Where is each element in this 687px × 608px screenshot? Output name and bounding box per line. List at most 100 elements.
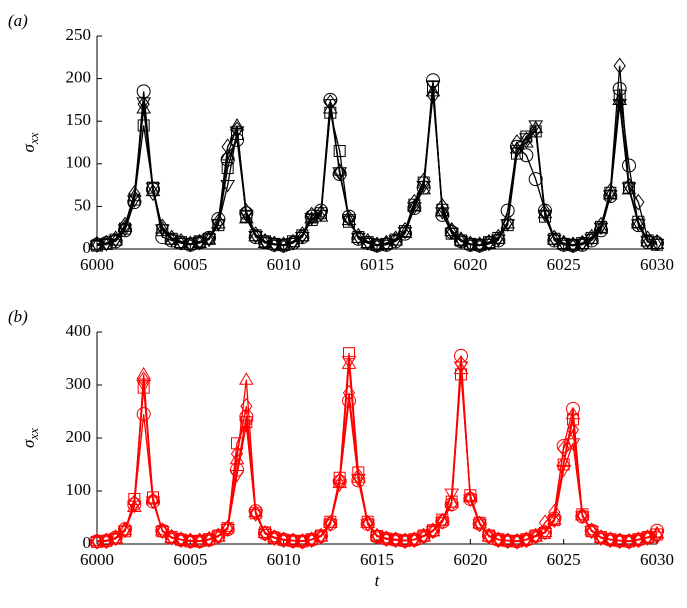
marker: [584, 233, 600, 247]
marker: [128, 185, 141, 202]
marker: [529, 121, 542, 139]
marker: [221, 138, 234, 156]
marker: [388, 235, 404, 248]
marker: [406, 532, 422, 545]
marker: [378, 236, 394, 249]
marker: [444, 227, 460, 241]
panel: 0 100 200 300 400 6000 6005 6010 6015 6020 6025 603…: [8, 307, 674, 590]
marker: [453, 361, 469, 374]
marker: [294, 533, 310, 546]
marker: [537, 205, 553, 219]
marker: [538, 514, 552, 532]
x-tick-label: 6025: [547, 255, 581, 274]
marker: [641, 230, 654, 248]
y-tick-label: 150: [66, 110, 92, 129]
marker: [556, 454, 572, 467]
marker: [519, 148, 534, 163]
marker: [546, 515, 562, 529]
panel-label: (a): [8, 11, 28, 30]
marker: [333, 145, 346, 158]
marker: [192, 533, 208, 547]
marker: [154, 522, 170, 536]
marker: [602, 190, 618, 203]
marker: [649, 236, 665, 249]
marker: [425, 523, 441, 537]
y-axis-label-subscript: xx: [26, 132, 41, 145]
x-tick-label: 6020: [453, 550, 487, 569]
marker: [285, 237, 301, 251]
marker: [574, 507, 590, 521]
marker: [117, 224, 133, 237]
marker: [500, 535, 516, 549]
marker: [248, 228, 264, 242]
marker: [548, 503, 561, 521]
marker: [500, 215, 516, 229]
marker: [313, 531, 329, 545]
marker: [444, 223, 460, 237]
marker: [481, 531, 497, 545]
marker: [266, 237, 282, 250]
marker: [453, 232, 469, 246]
marker: [622, 533, 636, 550]
marker: [604, 182, 617, 200]
marker: [509, 145, 525, 158]
marker: [333, 472, 346, 489]
marker: [435, 207, 450, 222]
marker: [136, 366, 152, 380]
marker: [296, 226, 309, 243]
marker: [173, 235, 189, 249]
marker: [352, 467, 365, 485]
marker: [462, 494, 478, 507]
marker: [490, 532, 506, 545]
marker: [537, 209, 553, 223]
marker: [192, 536, 208, 549]
marker: [406, 202, 422, 215]
x-tick-label: 6030: [640, 550, 674, 569]
x-tick-label: 6000: [80, 255, 114, 274]
marker: [630, 215, 646, 229]
marker: [397, 226, 413, 240]
marker: [406, 534, 422, 548]
marker: [518, 534, 534, 548]
x-axis-label: t: [375, 571, 381, 590]
marker: [462, 489, 478, 503]
marker: [556, 236, 572, 249]
y-tick-label: 100: [66, 153, 92, 172]
marker: [136, 97, 152, 110]
marker: [492, 228, 505, 246]
marker: [145, 491, 161, 505]
x-tick-label: 6020: [453, 255, 487, 274]
y-tick-label: 400: [66, 321, 92, 340]
x-tick-label: 6010: [267, 255, 301, 274]
marker: [220, 180, 236, 193]
y-tick-label: 300: [66, 374, 92, 393]
marker: [398, 532, 412, 550]
y-tick-label: 50: [74, 195, 91, 214]
marker: [137, 381, 150, 394]
marker: [192, 235, 208, 249]
y-axis-label: σxx: [19, 132, 41, 152]
marker: [640, 236, 656, 249]
marker: [248, 504, 263, 519]
marker: [594, 216, 608, 234]
marker: [565, 406, 581, 420]
y-tick-label: 100: [66, 480, 92, 499]
marker: [445, 495, 458, 513]
marker: [380, 237, 393, 250]
x-tick-label: 6030: [640, 255, 674, 274]
marker: [472, 240, 488, 254]
marker: [322, 99, 338, 112]
marker: [137, 95, 150, 113]
marker: [612, 535, 628, 549]
marker: [630, 534, 646, 548]
marker: [426, 87, 440, 104]
marker: [444, 495, 460, 508]
marker: [632, 193, 645, 211]
marker: [360, 515, 376, 528]
marker: [490, 234, 506, 248]
marker: [454, 355, 468, 373]
marker: [444, 488, 460, 502]
marker: [557, 440, 570, 457]
x-tick-label: 6025: [547, 550, 581, 569]
marker: [630, 532, 646, 545]
